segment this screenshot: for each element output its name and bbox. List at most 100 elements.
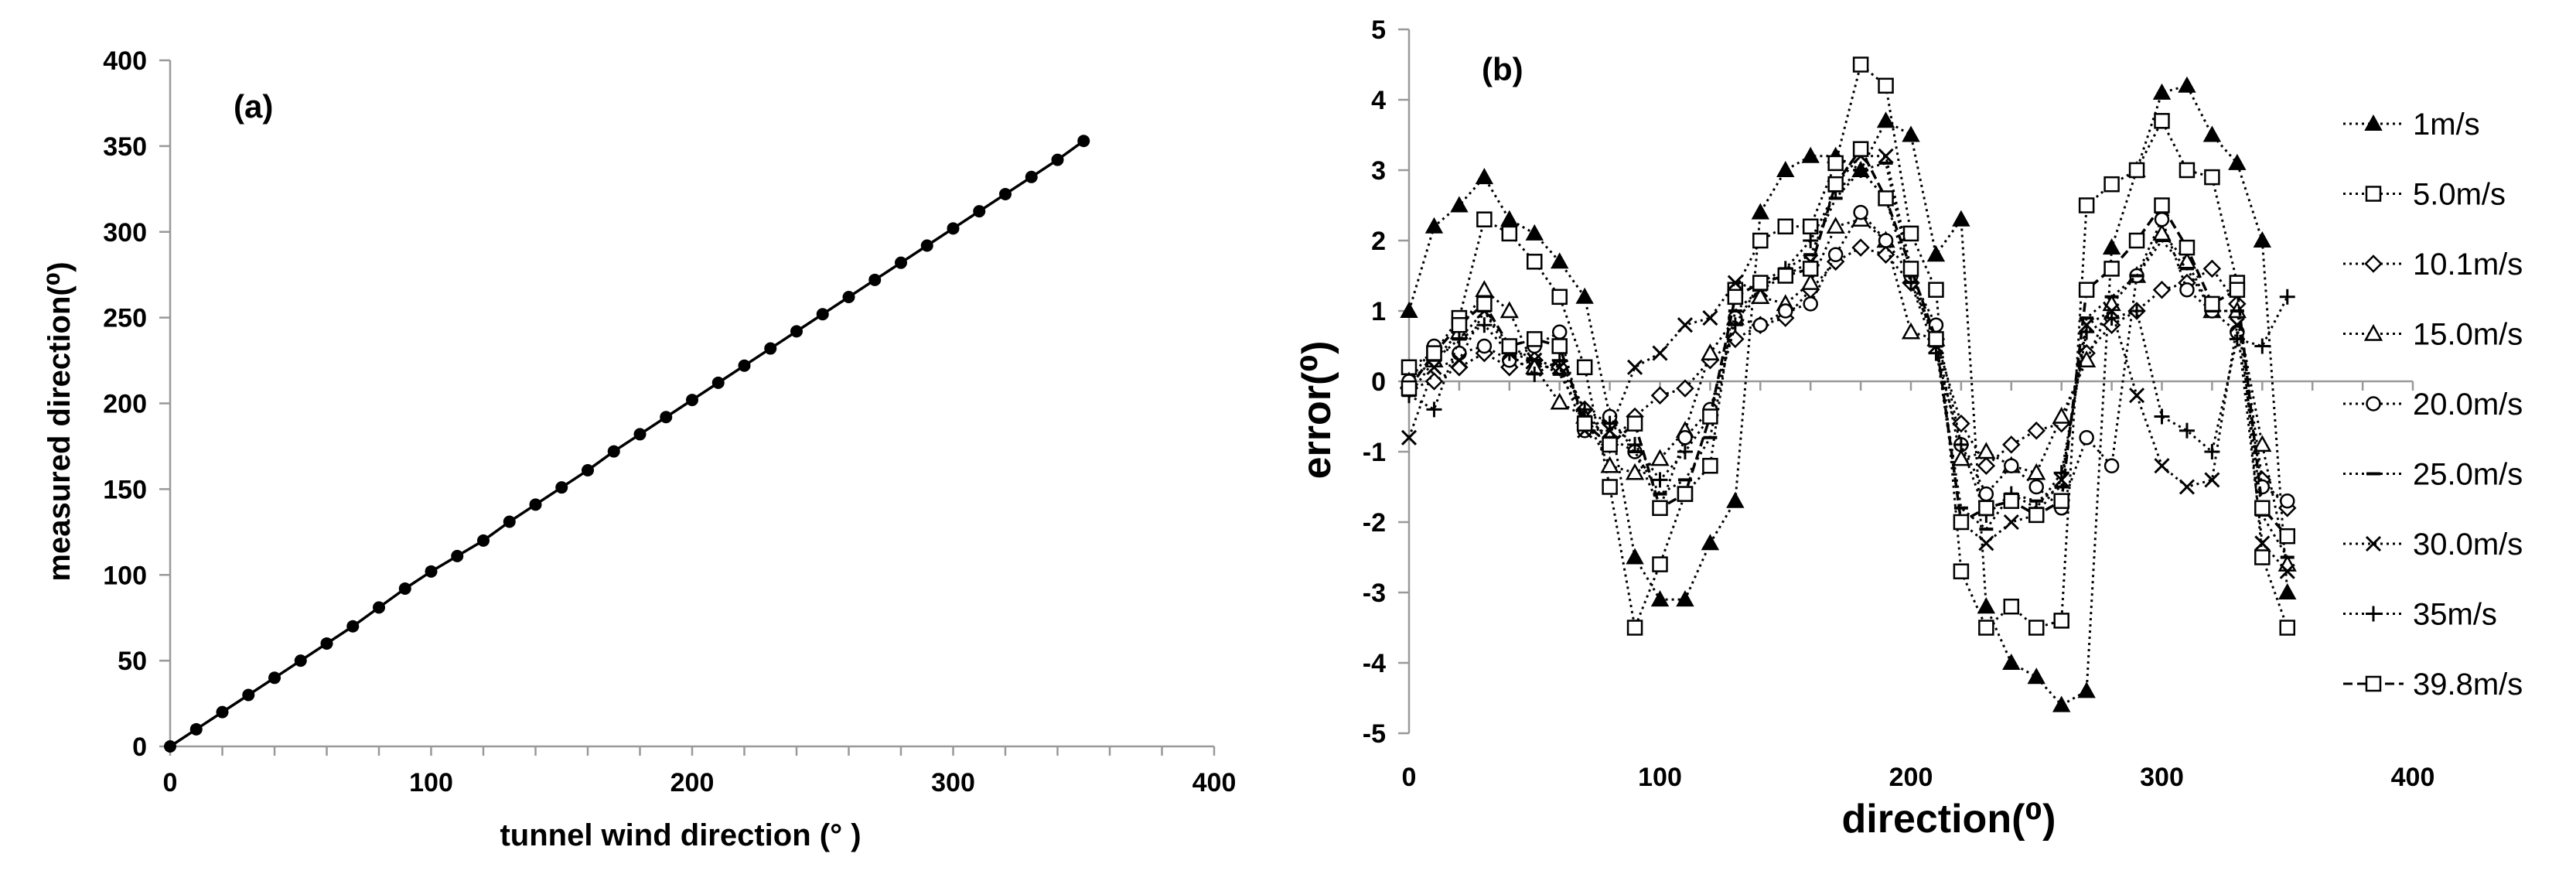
panel-b-y-axis-title: error(⁰) [1295,341,1339,480]
panel-a-x-tick-label: 400 [1192,768,1237,797]
panel-b-y-tick-label: 5 [1371,15,1386,45]
panel-b-data-point [1853,204,1868,220]
panel-b-data-point [1977,442,1995,459]
panel-a-x-tick-label: 200 [670,768,715,797]
panel-a-data-point [738,359,751,372]
panel-b-data-point [2128,162,2145,179]
panel-a-data-point [529,498,542,511]
panel-b-data-point [1877,245,1895,264]
panel-b-data-point [1952,435,1970,454]
panel-a-data-point [189,722,203,736]
panel-b-series-line-0 [1407,84,2289,707]
panel-a-data-point [842,291,855,304]
legend-label: 25.0m/s [2413,458,2523,492]
panel-b-data-point [1727,289,1744,306]
panel-b-data-point [2153,408,2171,425]
panel-a-y-tick-label: 300 [103,218,147,248]
panel-b-data-point [2028,422,2045,439]
panel-b-data-point [2128,232,2145,249]
panel-a-data-point [320,637,333,650]
panel-b-data-point [2278,584,2296,599]
panel-b-label: (b) [1482,51,1523,87]
panel-b-data-point [1424,400,1443,418]
panel-b-data-point [1977,534,1994,551]
panel-a-data-point [947,222,960,235]
panel-a-data-point [268,671,281,685]
panel-b-y-tick-label: -3 [1363,579,1386,608]
panel-a-data-point [477,534,490,547]
panel-b-data-point [1802,261,1819,277]
panel-b-data-point [1902,323,1920,340]
panel-b-data-point [1626,415,1643,432]
panel-b-legend: 1m/s 5.0m/s 10.1m/s 15.0m/s 20.0m/s 25.0m/s 30… [2343,108,2523,702]
panel-b-data-point [1928,282,1944,298]
panel-a-x-axis-title: tunnel wind direction (° ) [500,818,861,852]
panel-b-data-point [2078,282,2095,298]
panel-a-data-point [242,688,255,702]
panel-a-y-tick-label: 100 [103,561,147,590]
panel-b-data-point [2254,549,2271,565]
legend-item: 20.0m/s [2343,388,2523,422]
panel-b-data-point [1752,203,1769,220]
panel-b-data-point [1851,238,1870,257]
panel-b-data-point [2003,514,2020,531]
panel-b-series-line-4 [1407,210,2288,511]
panel-b-data-point [2103,458,2120,473]
panel-b-y-tick-label: -5 [1363,719,1386,749]
panel-b-data-point [1752,232,1769,249]
panel-b-data-point [1702,457,1718,474]
panel-b-series-line-2 [1408,246,2288,509]
panel-b-data-point [2103,261,2120,277]
panel-b-data-point [1978,620,1994,636]
panel-b-x-tick-label: 0 [1402,763,1417,792]
panel-a-data-point [164,740,176,753]
panel-b-data-point [1476,338,1493,354]
panel-b-data-point [2078,197,2095,213]
panel-a-data-point [790,325,803,338]
panel-b-data-point [1852,141,1869,157]
legend-label: 10.1m/s [2413,248,2523,282]
panel-b-data-point [2179,239,2196,256]
panel-a-label: (a) [234,88,273,125]
panel-b-data-point [1978,500,1994,517]
panel-a-data-point [346,620,360,633]
panel-a-data-point [373,601,385,614]
panel-b-data-point [1500,210,1518,227]
panel-b-data-point [1878,190,1894,207]
panel-b-data-point [2103,176,2120,193]
panel-b-series-line-3 [1408,218,2289,565]
panel-b-y-tick-label: 4 [1371,86,1386,115]
panel-b-data-point [2028,620,2045,636]
panel-b-data-point [1927,246,1945,262]
panel-b-data-point [1852,56,1869,73]
panel-b-data-point [1602,479,1618,495]
legend-item: 30.0m/s [2343,528,2523,562]
panel-a-y-tick-label: 150 [103,475,147,504]
panel-a-data-point [1025,170,1038,183]
panel-a-y-tick-label: 250 [103,304,147,333]
panel-b-data-point [1476,169,1493,185]
panel-b-data-point [2254,534,2271,551]
panel-a-data-point [868,273,882,286]
panel-b-data-point [2278,288,2297,306]
panel-b-data-point [2228,154,2246,170]
panel-b-data-point [2002,654,2020,670]
panel-b-data-point [2128,387,2145,404]
legend-item: 39.8m/s [2343,668,2523,702]
panel-b-data-point [2053,613,2069,629]
legend-label: 39.8m/s [2413,668,2523,702]
panel-b-data-point [2078,682,2096,698]
panel-b-data-point [2253,337,2271,355]
panel-b-data-point [1977,598,1995,614]
panel-b-data-point [2203,260,2221,278]
panel-a-data-point [973,205,986,218]
panel-b-data-point [1602,436,1618,453]
legend-label: 1m/s [2413,108,2480,142]
panel-b-data-point [2179,479,2196,495]
panel-b-data-point [2154,113,2170,129]
panel-a-data-point [764,342,777,355]
panel-b-data-point [2053,493,2069,509]
panel-b-data-point [2280,493,2295,509]
panel-b-x-tick-label: 400 [2391,763,2435,792]
